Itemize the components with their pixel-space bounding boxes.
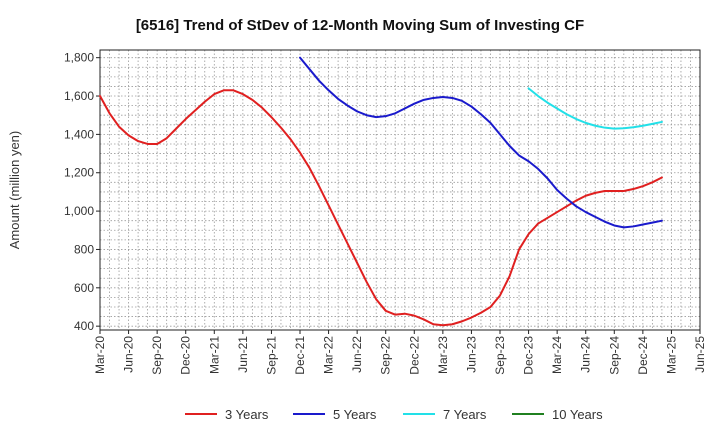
y-tick-label: 600 (74, 281, 94, 295)
series-line-7-years (527, 87, 663, 130)
x-tick-label: Jun-20 (122, 336, 136, 373)
x-tick-label: Dec-20 (179, 336, 193, 375)
x-tick-label: Dec-23 (522, 336, 536, 375)
legend-label: 10 Years (552, 407, 603, 422)
legend: 3 Years 5 Years 7 Years 10 Years (185, 407, 603, 422)
x-tick-label: Sep-21 (264, 336, 278, 375)
y-tick-label: 1,600 (64, 89, 94, 103)
x-axis: Mar-20 Jun-20 Sep-20 Dec-20 Mar-21 Jun-21 Sep-… (93, 330, 707, 375)
x-tick-label: Mar-25 (664, 336, 678, 374)
y-tick-label: 1,200 (64, 166, 94, 180)
series-line-5-years (299, 56, 663, 229)
x-tick-label: Dec-21 (293, 336, 307, 375)
x-tick-label: Mar-22 (322, 336, 336, 374)
legend-label: 7 Years (443, 407, 487, 422)
x-tick-label: Dec-24 (636, 336, 650, 375)
y-tick-label: 1,000 (64, 204, 94, 218)
series-line-3-years (99, 89, 663, 327)
chart-title: [6516] Trend of StDev of 12-Month Moving… (136, 17, 584, 34)
x-tick-label: Jun-21 (236, 336, 250, 373)
x-tick-label: Dec-22 (407, 336, 421, 375)
plot-area (99, 49, 701, 331)
y-tick-label: 400 (74, 319, 94, 333)
x-tick-label: Mar-21 (207, 336, 221, 374)
y-axis-label: Amount (million yen) (7, 131, 22, 250)
y-tick-label: 800 (74, 242, 94, 256)
x-tick-label: Mar-24 (550, 336, 564, 374)
x-tick-label: Sep-23 (493, 336, 507, 375)
x-tick-label: Sep-20 (150, 336, 164, 375)
x-tick-label: Sep-24 (607, 336, 621, 375)
x-tick-label: Jun-23 (464, 336, 478, 373)
x-tick-label: Mar-20 (93, 336, 107, 374)
x-tick-label: Jun-24 (579, 336, 593, 373)
x-tick-label: Sep-22 (379, 336, 393, 375)
legend-label: 3 Years (225, 407, 269, 422)
x-tick-label: Jun-25 (693, 336, 707, 373)
legend-label: 5 Years (333, 407, 377, 422)
y-tick-label: 1,400 (64, 127, 94, 141)
y-tick-label: 1,800 (64, 51, 94, 65)
series-lines (99, 56, 663, 327)
x-tick-label: Mar-23 (436, 336, 450, 374)
x-tick-label: Jun-22 (350, 336, 364, 373)
y-axis: 400 600 800 1,000 1,200 1,400 1,600 1,800 (64, 51, 100, 333)
